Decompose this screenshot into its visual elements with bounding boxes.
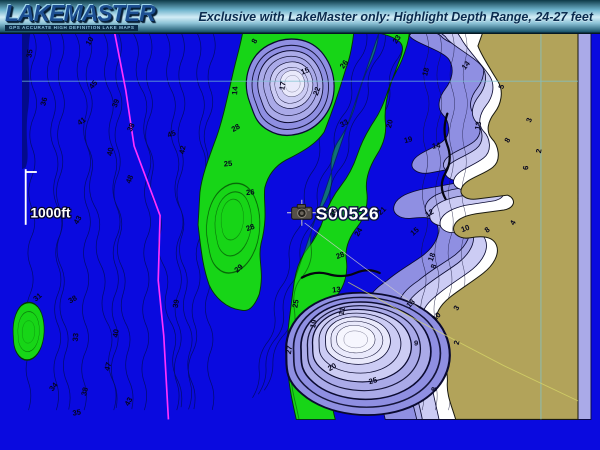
depth-label: 11 [337,307,347,316]
depth-label: 33 [338,117,350,129]
scale-bar: 1000ft [24,169,72,225]
depth-label: 9 [414,338,418,347]
contour-map[interactable]: 1000ft S00526 35 10 36 45 41 39 38 40 45 42 48 43 39… [0,33,600,450]
depth-label: 26 [328,207,339,218]
depth-label: 25 [223,159,232,169]
depth-label: 20 [384,118,395,128]
depth-label: 13 [473,121,483,131]
depth-label: 45 [166,128,177,139]
map-canvas: 1000ft S00526 35103645413938404542484339… [12,33,592,427]
depth-label: 27 [284,345,294,355]
depth-label: 2 [452,339,462,345]
depth-label: 39 [171,299,181,309]
depth-label: 8 [249,37,259,45]
depth-label: 36 [38,96,49,106]
steep-contour-strip [22,33,31,170]
depth-label: 2 [534,148,544,154]
depth-label: 5 [496,83,506,90]
depth-label: 40 [105,147,115,157]
logo-tagline: GPS ACCURATE HIGH DEFINITION LAKE MAPS [5,24,138,32]
depth-label: 10 [460,223,471,234]
depth-label: 14 [431,140,442,150]
section-line [347,281,579,402]
scale-label: 1000ft [30,204,71,220]
depth-label: 14 [230,85,240,95]
depth-label: 35 [72,407,82,417]
camera-crosshair-icon [287,199,317,226]
depth-label: 43 [123,396,135,408]
depth-label: 8 [483,225,492,235]
depth-label: 35 [24,48,34,58]
depth-label: 26 [246,187,255,197]
depth-label: 25 [368,375,378,386]
promo-banner-text: Exclusive with LakeMaster only: Highligh… [198,9,593,24]
depth-label: 28 [335,250,346,261]
lakemaster-logo: LAKEMASTER GPS ACCURATE HIGH DEFINITION … [5,0,156,32]
depth-label: 38 [125,122,137,133]
depth-label: 17 [277,81,287,91]
depth-label: 38 [79,386,90,396]
depth-label: 8 [429,263,439,270]
depth-label: 39 [110,98,121,109]
depth-label: 3 [524,117,534,124]
depth-label: 43 [72,214,84,226]
depth-label: 6 [521,165,530,170]
depth-label: 28 [230,122,242,134]
depth-label: 48 [124,174,135,185]
depth-label: 42 [177,145,187,155]
depth-label: 18 [420,67,431,77]
waypoint-leader-line [304,222,419,309]
depth-label: 13 [332,285,341,295]
depth-label: 8 [502,136,512,144]
depth-label: 47 [102,361,113,371]
depth-label: 15 [299,65,310,76]
depth-label: 22 [311,86,322,97]
depth-label: 19 [403,134,413,145]
grid-lines [22,33,578,420]
depth-label: 38 [67,293,79,305]
waypoint-label: S00526 [316,203,379,223]
depth-label: 40 [111,328,121,338]
depth-label: 28 [245,222,256,233]
logo-text: LAKEMASTER [5,0,156,26]
header-bar: LAKEMASTER GPS ACCURATE HIGH DEFINITION … [0,0,600,34]
depth-label: 12 [423,207,435,219]
waypoint-s00526[interactable]: S00526 [287,199,380,226]
depth-label: 4 [508,218,518,227]
depth-label: 10 [84,35,96,47]
route-line[interactable] [113,33,170,420]
depth-label: 8 [429,386,439,392]
depth-label: 3 [451,304,461,312]
depth-label: 25 [290,299,300,309]
depth-label: 19 [308,319,319,329]
depth-label: 33 [71,333,81,342]
depth-label: 20 [326,361,338,373]
depth-label: 18 [426,252,437,263]
